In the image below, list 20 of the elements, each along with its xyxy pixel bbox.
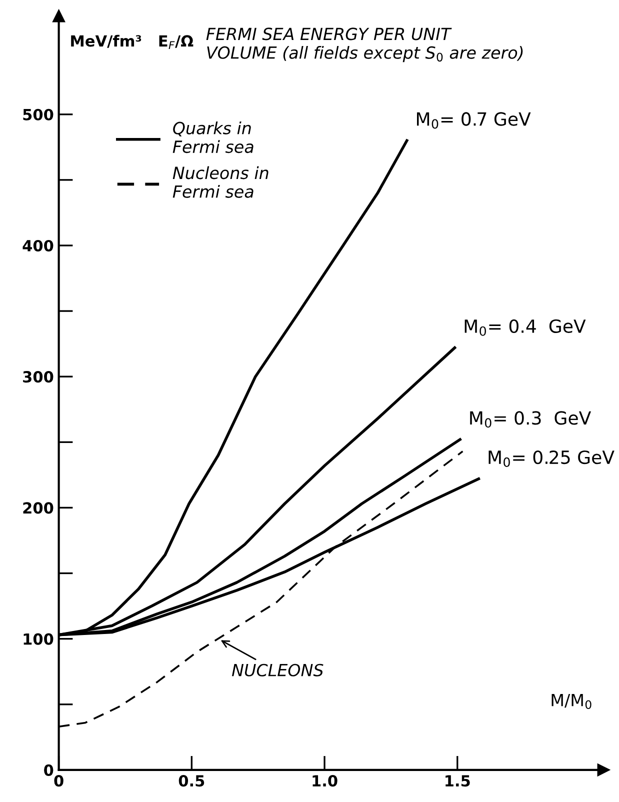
y-axis-title: MeV/fm³ E$_{F}$/Ω — [71, 34, 194, 49]
annotation: M$_{0}$= 0.4 GeV — [464, 319, 586, 336]
x-tick-label: 0.5 — [178, 775, 204, 787]
annotation: M$_{0}$= 0.3 GeV — [470, 411, 592, 428]
annotation: M$_{0}$= 0.7 GeV — [417, 112, 531, 129]
annotation: NUCLEONS — [232, 664, 324, 676]
y-tick-label: 400 — [22, 240, 54, 252]
x-tick-label: 1.0 — [312, 775, 338, 787]
y-tick-label: 500 — [23, 108, 54, 120]
y-tick-label: 300 — [23, 371, 54, 383]
x-tick-label: 1.5 — [446, 775, 470, 787]
text: FERMI SEA ENERGY PER UNIT VOLUME (all fields except S$_{0}$ are zero) — [206, 28, 523, 62]
x-axis-title: M/M$_{0}$ — [552, 694, 592, 710]
y-tick-label: 200 — [23, 502, 54, 514]
legend-label: Nucleons in Fermi sea — [172, 166, 268, 198]
annotation: M$_{0}$= 0.25 GeV — [488, 450, 614, 467]
x-tick-label: 0 — [54, 775, 64, 787]
y-tick-label: 0 — [44, 764, 54, 776]
y-tick-label: 100 — [24, 633, 54, 645]
legend-label: Quarks in Fermi sea — [172, 122, 254, 154]
